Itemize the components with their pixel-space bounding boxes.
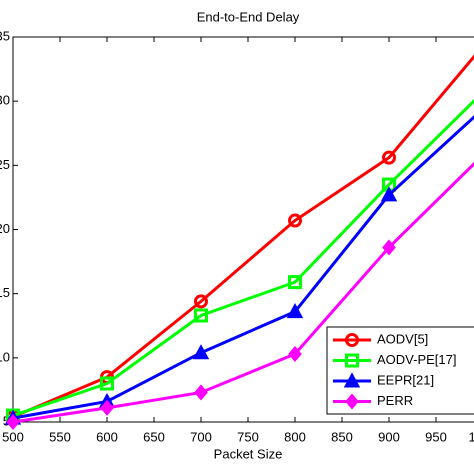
marker <box>194 308 208 323</box>
marker <box>382 239 396 256</box>
marker <box>100 376 114 391</box>
chart-title: End-to-End Delay <box>197 9 300 24</box>
series-line <box>12 161 474 424</box>
marker <box>345 353 359 368</box>
marker <box>380 186 398 202</box>
y-tick-label: 35 <box>0 28 10 43</box>
x-tick-label: 950 <box>425 429 447 444</box>
series-line <box>12 115 474 420</box>
marker <box>288 345 302 363</box>
y-tick-label: 20 <box>0 221 10 236</box>
marker <box>286 303 304 319</box>
legend-label: EEPR[21] <box>377 372 434 387</box>
marker <box>194 384 208 401</box>
marker <box>288 213 302 228</box>
x-axis-label: Packet Size <box>214 446 283 461</box>
y-tick-label: 10 <box>0 349 10 364</box>
y-tick-label: 15 <box>0 285 10 300</box>
x-tick-label: 650 <box>143 429 165 444</box>
series-line <box>12 98 474 418</box>
x-tick-label: 700 <box>190 429 212 444</box>
marker <box>194 294 208 309</box>
x-tick-label: 500 <box>2 429 24 444</box>
legend-label: AODV-PE[17] <box>377 352 456 367</box>
marker <box>288 275 302 290</box>
x-tick-label: 850 <box>331 429 353 444</box>
marker <box>382 150 396 165</box>
x-tick-label: 550 <box>49 429 71 444</box>
legend-label: PERR <box>377 393 413 408</box>
x-tick-label: 900 <box>378 429 400 444</box>
legend-label: AODV[5] <box>377 331 428 346</box>
x-tick-label: 750 <box>237 429 259 444</box>
series-line <box>12 54 474 419</box>
x-tick-label: 800 <box>284 429 306 444</box>
marker <box>345 393 359 410</box>
marker <box>192 344 210 360</box>
x-tick-label: 600 <box>96 429 118 444</box>
marker <box>343 372 361 388</box>
marker <box>100 399 114 416</box>
y-tick-label: 30 <box>0 93 10 108</box>
x-tick-label: 1000 <box>469 429 474 444</box>
marker <box>6 413 20 431</box>
marker <box>345 333 359 347</box>
y-tick-label: 25 <box>0 157 10 172</box>
